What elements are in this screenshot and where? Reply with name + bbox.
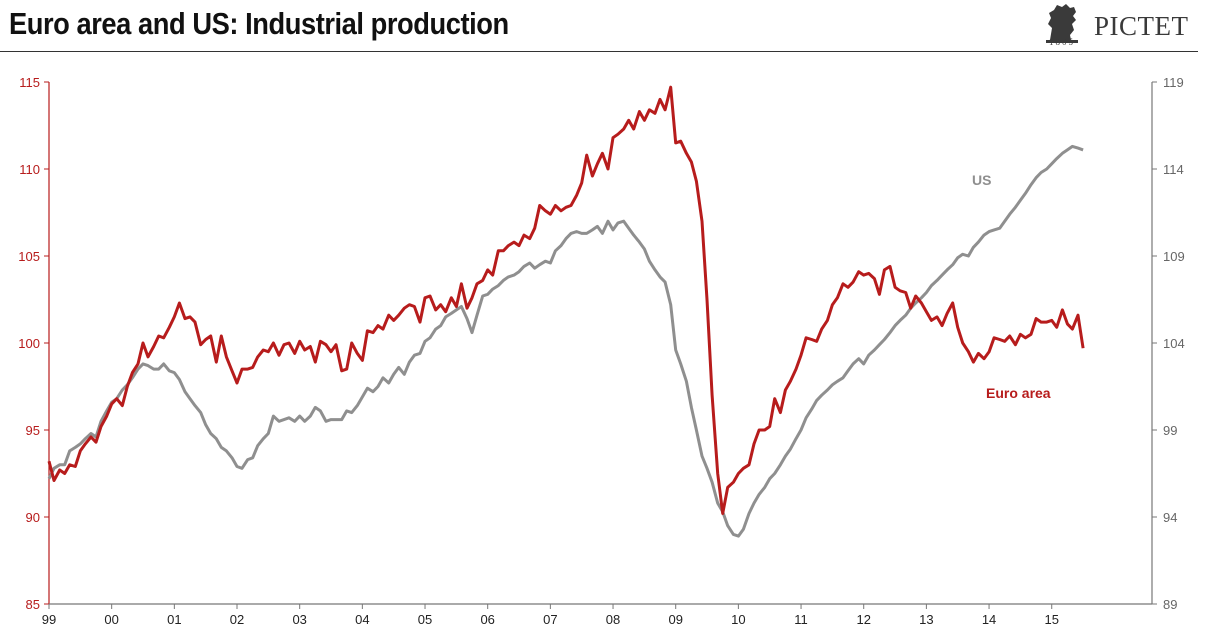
brand-name: PICTET	[1094, 11, 1189, 41]
x-tick-label: 14	[982, 612, 996, 627]
x-axis-ticks: 99 00 01 02 03 04 05 06 07 08 09 10 11 12 13 14 15	[42, 604, 1059, 627]
right-tick-label: 99	[1163, 423, 1177, 438]
left-axis-ticks: 85 90 95 100 105 110 115	[18, 75, 49, 612]
x-tick-label: 06	[480, 612, 494, 627]
brand-year: 1805	[1049, 37, 1075, 47]
euro-area-series-label: Euro area	[986, 385, 1051, 401]
x-tick-label: 08	[606, 612, 620, 627]
chart-title: Euro area and US: Industrial production	[9, 6, 509, 41]
x-tick-label: 10	[731, 612, 745, 627]
left-tick-label: 115	[19, 75, 40, 90]
us-series-label: US	[972, 172, 991, 188]
x-tick-label: 05	[418, 612, 432, 627]
left-tick-label: 110	[19, 162, 40, 177]
x-tick-label: 15	[1044, 612, 1058, 627]
right-tick-label: 114	[1163, 162, 1184, 177]
left-tick-label: 100	[18, 336, 40, 351]
x-tick-label: 12	[856, 612, 870, 627]
right-axis-ticks: 89 94 99 104 109 114 119	[1152, 75, 1185, 612]
left-tick-label: 95	[26, 423, 40, 438]
x-tick-label: 11	[794, 612, 808, 627]
right-tick-label: 104	[1163, 336, 1185, 351]
x-tick-label: 03	[292, 612, 306, 627]
right-tick-label: 109	[1163, 249, 1185, 264]
right-tick-label: 119	[1163, 75, 1184, 90]
x-tick-label: 01	[167, 612, 181, 627]
euro-area-series-line	[47, 85, 1085, 515]
pictet-lion-logo-icon	[1046, 4, 1078, 43]
x-tick-label: 07	[543, 612, 557, 627]
right-tick-label: 94	[1163, 510, 1177, 525]
x-tick-label: 02	[230, 612, 244, 627]
x-tick-label: 04	[355, 612, 369, 627]
left-tick-label: 85	[26, 597, 40, 612]
title-divider	[0, 51, 1198, 52]
x-tick-label: 00	[104, 612, 118, 627]
right-tick-label: 89	[1163, 597, 1177, 612]
x-tick-label: 13	[919, 612, 933, 627]
x-tick-label: 99	[42, 612, 56, 627]
x-tick-label: 09	[668, 612, 682, 627]
left-tick-label: 90	[26, 510, 40, 525]
left-tick-label: 105	[18, 249, 40, 264]
